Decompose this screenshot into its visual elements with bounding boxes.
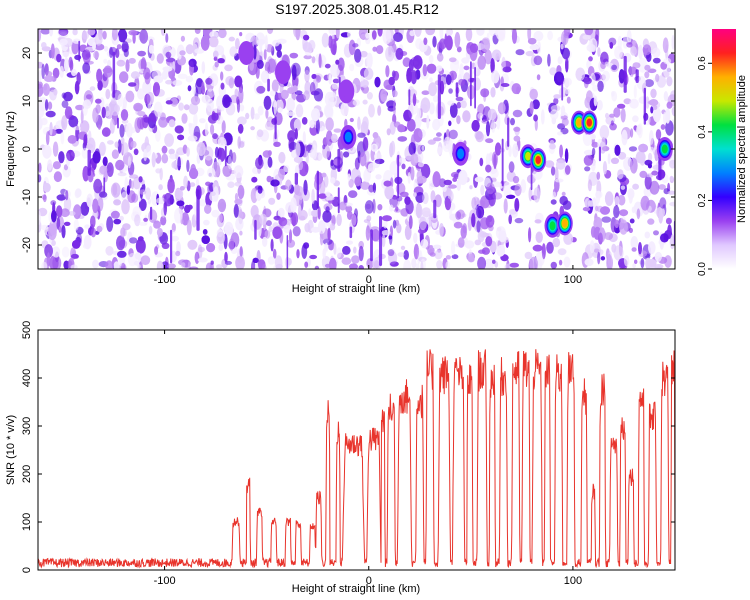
snr-y-tick-label: 200 <box>21 465 33 483</box>
spectrogram-y-tick-label: 10 <box>21 95 33 107</box>
colorbar-gradient <box>712 29 736 269</box>
heatmap-noise-texture <box>38 29 675 269</box>
spectrogram-x-tick-label: 0 <box>366 274 372 286</box>
colorbar-tick-label: 0.6 <box>697 56 708 70</box>
snr-y-tick-label: 400 <box>21 369 33 387</box>
snr-y-tick-label: 300 <box>21 417 33 435</box>
heatmap-hotspot-6 <box>530 148 547 172</box>
spectrogram-x-tick-label: -100 <box>154 274 176 286</box>
snr-series-line <box>38 349 675 569</box>
figure-title: S197.2025.308.01.45.R12 <box>275 1 439 17</box>
heatmap-hotspot-1 <box>275 60 291 85</box>
colorbar-tick-label: 0.0 <box>697 262 708 276</box>
spectrogram-y-axis-label: Frequency (Hz) <box>5 111 17 187</box>
heatmap-hotspot-7 <box>544 213 561 238</box>
heatmap-hotspot-0 <box>238 41 255 65</box>
heatmap-hotspot-3 <box>338 79 355 104</box>
spectrogram-x-tick-label: 100 <box>564 274 582 286</box>
colorbar-tick-label: 0.2 <box>697 193 708 207</box>
spectrogram-x-axis-label: Height of straight line (km) <box>292 283 420 295</box>
spectrogram-y-tick-label: 20 <box>21 47 33 59</box>
colorbar-tick-label: 0.4 <box>697 124 708 138</box>
heatmap-hotspot-10 <box>581 110 598 135</box>
snr-x-tick-label: 0 <box>366 575 372 587</box>
snr-frame <box>37 329 676 571</box>
snr-x-axis-label: Height of straight line (km) <box>292 583 420 595</box>
colorbar-ticks: 0.0 0.2 0.4 0.6 <box>697 56 712 276</box>
snr-x-tick-label: -100 <box>154 575 176 587</box>
heatmap-hotspot-4 <box>452 141 469 166</box>
snr-y-tick-label: 0 <box>21 567 33 573</box>
snr-panel: -100 0 100 0 100 200 300 400 500 Height of strai… <box>5 321 676 595</box>
spectrogram-y-tick-label: -10 <box>21 189 33 205</box>
heatmap-hotspot-11 <box>656 137 673 161</box>
spectrogram-y-tick-label: 0 <box>21 146 33 152</box>
spectrogram-y-tick-label: -20 <box>21 237 33 253</box>
heatmap-hotspot-8 <box>556 211 573 236</box>
snr-y-axis-label: SNR (10 * v/v) <box>5 415 17 485</box>
snr-axes: -100 0 100 0 100 200 300 400 500 <box>21 321 676 587</box>
snr-y-tick-label: 500 <box>21 321 33 339</box>
colorbar-label: Normalized spectral amplitude <box>736 75 748 223</box>
heatmap-hotspot-2 <box>340 125 357 149</box>
snr-x-tick-label: 100 <box>564 575 582 587</box>
snr-y-tick-label: 100 <box>21 513 33 531</box>
colorbar: 0.0 0.2 0.4 0.6 Normalized spectral amplitu… <box>697 29 748 276</box>
spectrogram-heatmap <box>38 29 675 269</box>
